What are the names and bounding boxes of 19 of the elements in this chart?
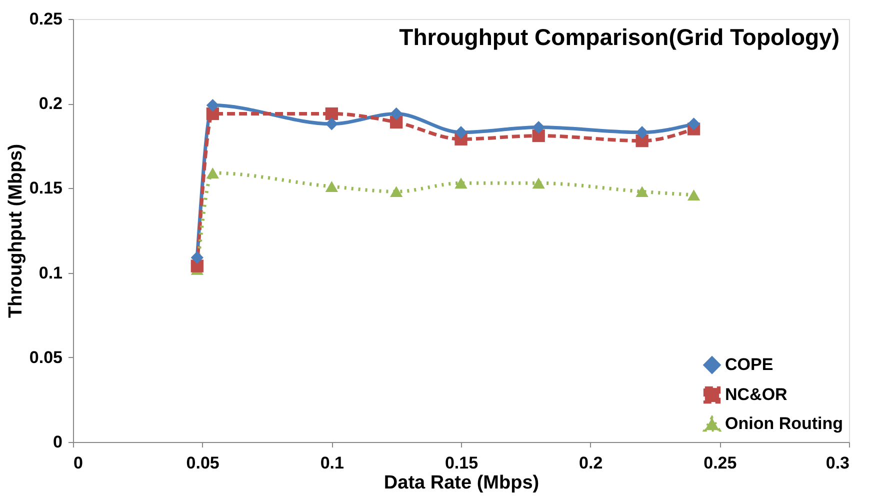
x-tick-label: 0.2	[579, 454, 603, 472]
y-tick-label: 0.05	[29, 348, 62, 367]
x-tick-label: 0.15	[444, 454, 478, 472]
y-tick-label: 0.1	[38, 263, 62, 282]
x-tick-label: 0.25	[704, 454, 737, 472]
y-tick-label: 0.15	[29, 178, 62, 198]
x-tick-label: 0.1	[320, 454, 344, 472]
x-tick-label: 0.05	[186, 454, 220, 472]
x-tick-label: 0.3	[826, 454, 850, 472]
y-tick-label: 0	[53, 432, 62, 452]
x-axis-title: Data Rate (Mbps)	[384, 472, 540, 494]
x-tick-label: 0	[74, 454, 83, 472]
legend-label: NC&OR	[725, 385, 788, 404]
legend-label: Onion Routing	[725, 414, 844, 433]
y-tick-label: 0.25	[29, 10, 62, 28]
chart-title: Throughput Comparison(Grid Topology)	[399, 24, 840, 50]
y-tick-label: 0.2	[38, 94, 62, 114]
legend-label: COPE	[725, 355, 774, 374]
y-axis-title: Throughput (Mbps)	[5, 144, 26, 318]
